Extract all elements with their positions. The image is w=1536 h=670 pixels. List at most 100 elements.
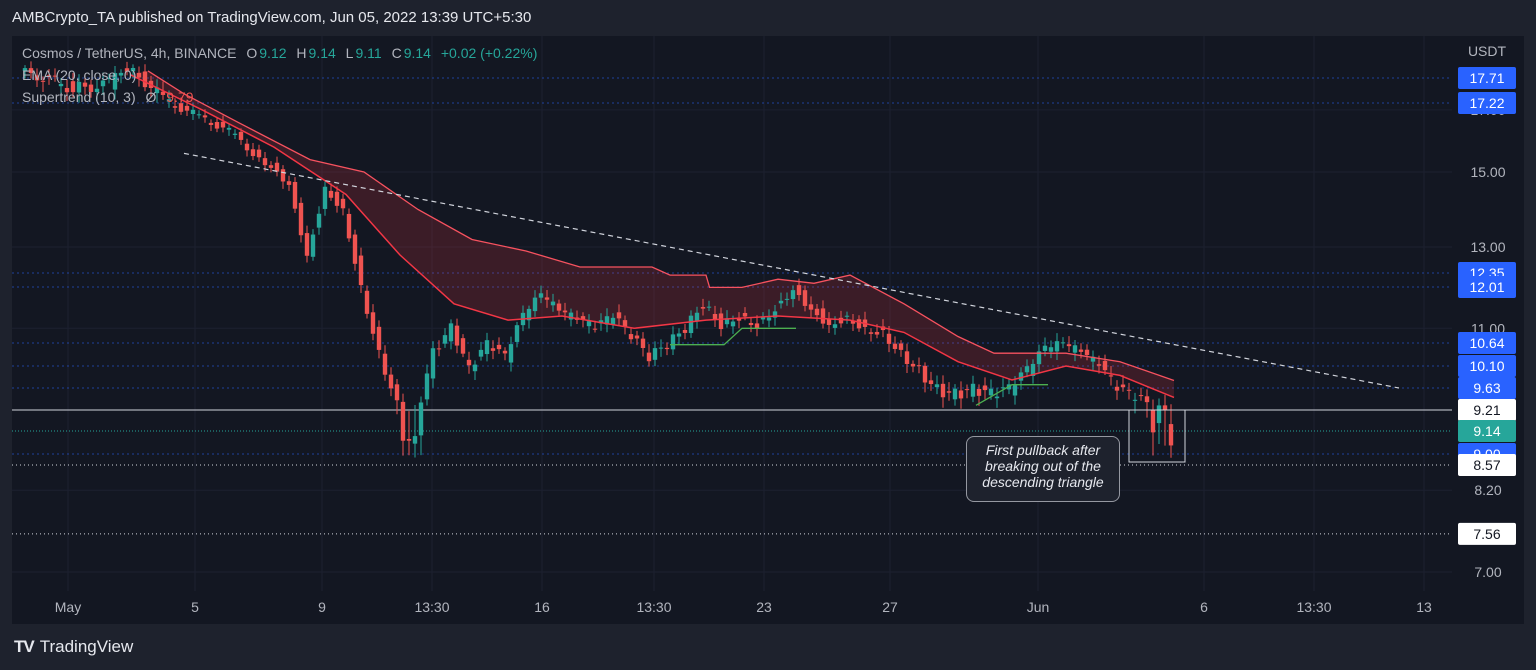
candle-body [676,333,682,337]
price-level-badge [1458,67,1516,89]
candle-body [292,181,298,209]
candle-body [922,365,928,383]
candle-body [802,290,808,306]
candle-body [1108,375,1114,377]
candle-body [586,321,592,327]
high-label: H [296,45,307,61]
candle-body [118,72,124,76]
time-axis-tick: 9 [318,599,326,615]
candle-body [226,127,232,130]
candle-body [712,314,718,320]
candle-body [784,298,790,300]
candle-body [1156,405,1162,424]
close-label: C [391,45,402,61]
candle-body [178,103,184,112]
candle-body [814,308,820,316]
candle-body [448,323,454,342]
candle-body [1102,360,1108,371]
low-value: 9.11 [355,45,382,61]
candle-body [358,255,364,286]
price-level-badge [1458,377,1516,399]
candle-body [1042,345,1048,351]
candle-body [334,191,340,206]
candle-body [130,67,136,72]
candle-body [718,313,724,330]
candle-body [664,347,670,350]
candle-body [52,75,58,77]
candle-body [436,348,442,350]
tradingview-logo[interactable]: TV TradingView [14,636,133,658]
candle-body [1066,344,1072,347]
candle-body [352,234,358,264]
price-scale-currency: USDT [1468,43,1507,59]
candle-body [154,87,160,94]
price-level-badge [1458,399,1516,421]
candle-body [190,109,196,114]
candle-body [1096,364,1102,366]
candle-body [514,325,520,342]
low-label: L [345,45,354,61]
candle-body [322,186,328,209]
open-label: O [246,45,258,61]
candle-body [772,311,778,318]
candle-body [1120,384,1126,388]
price-level-badge-label: 8.57 [1473,457,1500,473]
time-axis-tick: Jun [1027,599,1050,615]
annotation-callout[interactable]: First pullback after breaking out of the… [966,436,1120,502]
candle-body [634,335,640,339]
candle-body [694,312,700,321]
symbol-row: Cosmos / TetherUS, 4h, BINANCE O 9.12 H 9.… [22,42,543,64]
candle-body [1126,389,1132,391]
candle-body [388,374,394,389]
candle-body [562,310,568,313]
candle-body [532,297,538,312]
candle-body [844,315,850,317]
chart-frame[interactable]: USDT7.008.2011.0013.0015.0017.0017.7117.… [12,36,1524,624]
time-axis-tick: 23 [756,599,772,615]
price-level-badge [1458,454,1516,476]
candle-body [898,343,904,350]
candle-body [1054,341,1060,352]
candle-body [700,307,706,309]
candle-body [460,338,466,354]
annotation-line: First pullback after [985,442,1101,458]
candle-body [430,348,436,379]
candle-body [1072,345,1078,353]
open-value: 9.12 [259,45,287,61]
supertrend-label[interactable]: Supertrend (10, 3) [22,89,136,105]
candle-body [766,317,772,321]
chart-legend: Cosmos / TetherUS, 4h, BINANCE O 9.12 H 9.… [22,42,543,108]
candle-body [646,352,652,362]
price-level-badge [1458,332,1516,354]
candle-body [610,317,616,325]
candle-body [1084,349,1090,356]
price-level-badge [1458,276,1516,298]
candle-body [256,149,262,158]
candle-body [478,349,484,357]
candle-body [472,364,478,372]
price-chart[interactable]: USDT7.008.2011.0013.0015.0017.0017.7117.… [12,36,1524,624]
supertrend-symbol: Ø [145,89,157,105]
candle-body [196,114,202,116]
candle-body [502,350,508,354]
candle-body [316,213,322,228]
candle-body [346,213,352,239]
candle-body [952,388,958,400]
candle-body [46,75,52,78]
candle-body [1090,356,1096,362]
candle-body [910,363,916,367]
publisher-header: AMBCrypto_TA published on TradingView.co… [0,0,1536,36]
candle-body [1138,395,1144,397]
ema-label[interactable]: EMA (20, close, 0) [22,67,137,83]
price-level-badge-label: 9.14 [1473,423,1500,439]
candle-body [310,234,316,257]
candle-body [538,293,544,298]
candle-body [1036,351,1042,365]
publisher-text: AMBCrypto_TA published on TradingView.co… [12,9,532,26]
time-axis-tick: 27 [882,599,898,615]
candle-body [640,338,646,349]
symbol-label[interactable]: Cosmos / TetherUS, 4h, BINANCE [22,45,237,61]
candle-body [826,319,832,325]
candle-body [238,131,244,140]
candle-body [496,344,502,350]
